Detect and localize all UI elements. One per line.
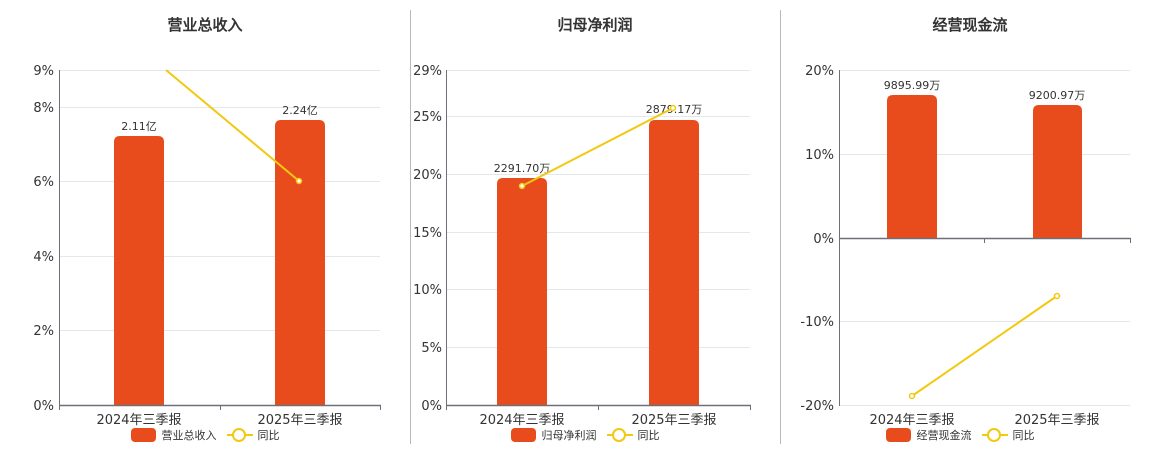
svg-text:2025年三季报: 2025年三季报 [257,413,342,428]
legend-bar-label[interactable]: 经营现金流 [916,429,972,442]
bars [114,120,325,405]
panel-divider-2 [780,10,781,444]
chart-title: 经营现金流 [932,16,1008,34]
x-axis-labels: 2024年三季报 2025年三季报 [96,413,342,428]
legend-bar-swatch[interactable] [510,428,536,442]
y-axis-ticks: 0% 2% 4% 6% 8% 9% [33,64,54,414]
legend-bar-swatch[interactable] [130,428,156,442]
bar-2024[interactable] [114,136,164,405]
gridlines [60,70,380,331]
legend-bar-label[interactable]: 归母净利润 [541,429,597,442]
legend-bar-label[interactable]: 营业总收入 [161,429,217,442]
chart-title: 营业总收入 [167,16,243,34]
legend-line-swatch[interactable] [606,428,633,442]
svg-text:9%: 9% [33,64,54,79]
svg-text:2.11亿: 2.11亿 [121,120,157,133]
svg-text:2.24亿: 2.24亿 [282,104,318,117]
cashflow-chart-panel: 经营现金流 经营现金流 同比 [780,0,1160,450]
chart-legend: 归母净利润 同比 [400,427,770,443]
revenue-chart-plot: 0% 2% 4% 6% 8% 9% 2.11亿 2.24亿 2024年三季报 2… [33,64,381,428]
legend-line-label[interactable]: 同比 [1012,429,1035,442]
svg-text:6%: 6% [33,175,54,190]
legend-bar-swatch[interactable] [885,428,911,442]
net-profit-legend-panel: 归母净利润 同比 [410,0,780,450]
net-profit-chart-panel: 归母净利润 [410,0,780,450]
legend-line-label[interactable]: 同比 [257,429,280,442]
svg-text:2024年三季报: 2024年三季报 [96,413,181,428]
svg-text:4%: 4% [33,250,54,265]
yoy-point-2025[interactable] [295,177,303,185]
x-axis-ticks [59,405,381,410]
chart-title: 归母净利润 [557,16,633,34]
legend-line-swatch[interactable] [981,428,1008,442]
panel-divider-1 [410,10,411,444]
svg-text:0%: 0% [33,399,54,414]
yoy-line [165,69,303,185]
legend-line-label[interactable]: 同比 [637,429,660,442]
bar-2025[interactable] [275,120,325,405]
chart-legend: 营业总收入 同比 [0,427,410,443]
bar-value-labels: 2.11亿 2.24亿 [121,104,318,133]
legend-line-swatch[interactable] [226,428,253,442]
svg-text:8%: 8% [33,101,54,116]
revenue-chart-panel: 营业总收入 0% 2% 4% 6% 8% 9% 2.11亿 2.24亿 [0,0,410,450]
svg-text:2%: 2% [33,324,54,339]
chart-legend: 经营现金流 同比 [770,427,1150,443]
